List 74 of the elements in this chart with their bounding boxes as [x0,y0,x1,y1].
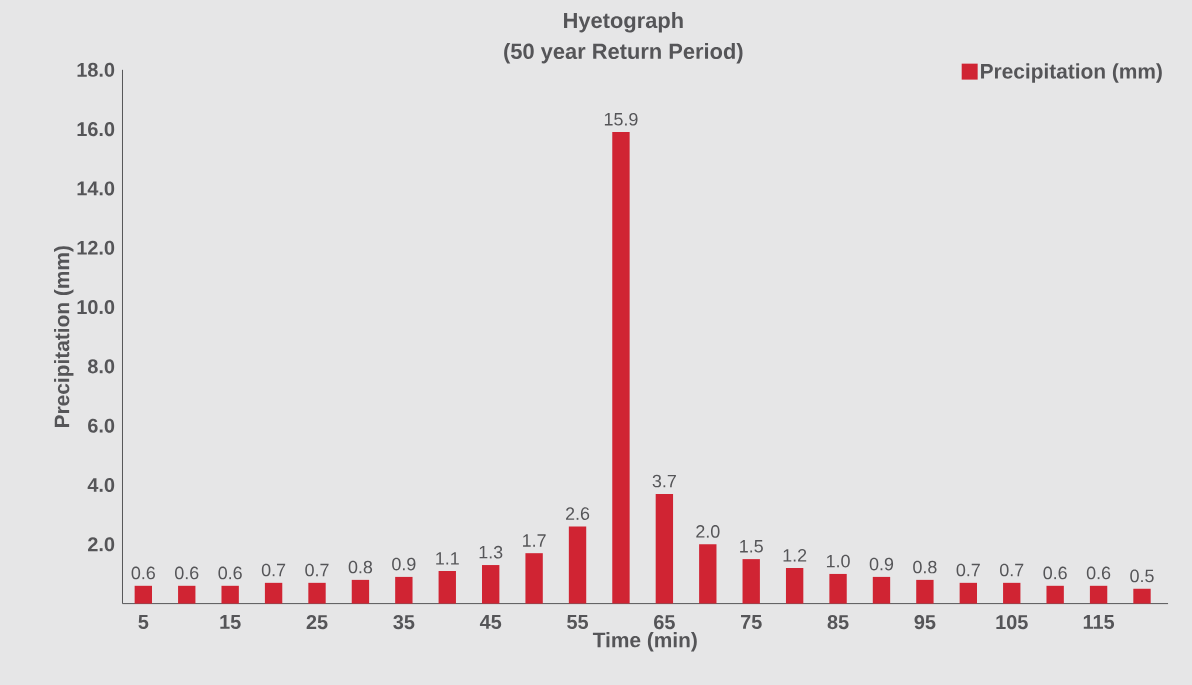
y-tick-label: 14.0 [77,181,115,196]
data-label: 1.2 [783,548,807,562]
bar [482,564,500,604]
y-tick-label: 12.0 [77,240,115,255]
data-label: 0.7 [1000,563,1024,577]
bar [742,558,760,604]
x-tick-label: 75 [741,614,762,629]
data-label: 0.9 [869,557,894,571]
x-tick-label: 85 [827,614,849,629]
x-tick-label: 5 [138,614,149,629]
chart-subtitle: (50 year Return Period) [504,42,743,64]
data-label: 0.8 [913,560,937,574]
bar [395,576,413,604]
bar [959,582,978,604]
x-tick-label: 95 [914,614,936,629]
data-label: 0.6 [131,566,155,580]
y-tick-label: 18.0 [77,62,115,77]
x-tick-label: 55 [567,614,589,629]
data-label: 0.6 [175,566,199,580]
data-label: 1.0 [826,554,850,568]
bar [829,573,847,604]
x-axis-title: Time (min) [592,631,697,652]
bar [1003,582,1021,604]
y-tick-label: 10.0 [77,299,115,314]
x-tick-label: 45 [479,614,502,629]
bar [1133,588,1151,604]
y-tick-label: 8.0 [87,359,115,374]
y-tick-label: 16.0 [77,121,115,136]
data-label: 1.1 [436,551,459,565]
data-label: 1.7 [523,534,546,547]
x-tick-label: 65 [654,614,675,629]
x-tick-label: 115 [1083,614,1115,629]
bar [612,131,630,604]
bar [525,552,543,604]
data-label: 3.7 [652,474,676,488]
data-label: 0.8 [348,560,373,574]
x-tick-label: 105 [996,614,1028,629]
y-tick-label: 4.0 [87,477,115,492]
data-label: 0.6 [1043,566,1067,580]
bar [221,585,239,604]
data-label: 0.9 [392,557,416,571]
data-label: 0.7 [305,563,329,577]
bar [872,576,891,604]
bar [351,579,370,604]
data-label: 2.6 [566,507,590,520]
bar [568,526,587,604]
bar [134,585,153,604]
bar [178,585,196,604]
bar [308,582,326,604]
bar [785,567,804,604]
bar [438,570,456,604]
chart-title: Hyetograph [564,11,683,33]
bar [264,582,283,604]
bar [1046,585,1064,604]
y-tick-label: 6.0 [88,418,115,433]
data-label: 0.6 [218,566,242,580]
data-label: 0.6 [1086,566,1111,580]
bar [916,579,934,604]
legend-label: Precipitation (mm) [981,63,1162,83]
y-axis-title: Precipitation (mm) [54,245,74,427]
x-tick-label: 25 [306,614,328,629]
data-label: 0.5 [1130,569,1154,583]
y-tick-label: 2.0 [88,537,115,552]
data-label: 0.7 [956,563,980,577]
x-tick-label: 35 [393,614,415,629]
data-label: 2.0 [696,524,720,538]
x-tick-label: 15 [220,614,241,629]
bar [1089,585,1108,604]
data-label: 1.3 [479,545,503,559]
data-label: 0.7 [261,563,286,577]
bar [699,544,717,604]
data-label: 1.5 [740,539,763,553]
bar [655,493,674,604]
data-label: 15.9 [604,112,638,126]
